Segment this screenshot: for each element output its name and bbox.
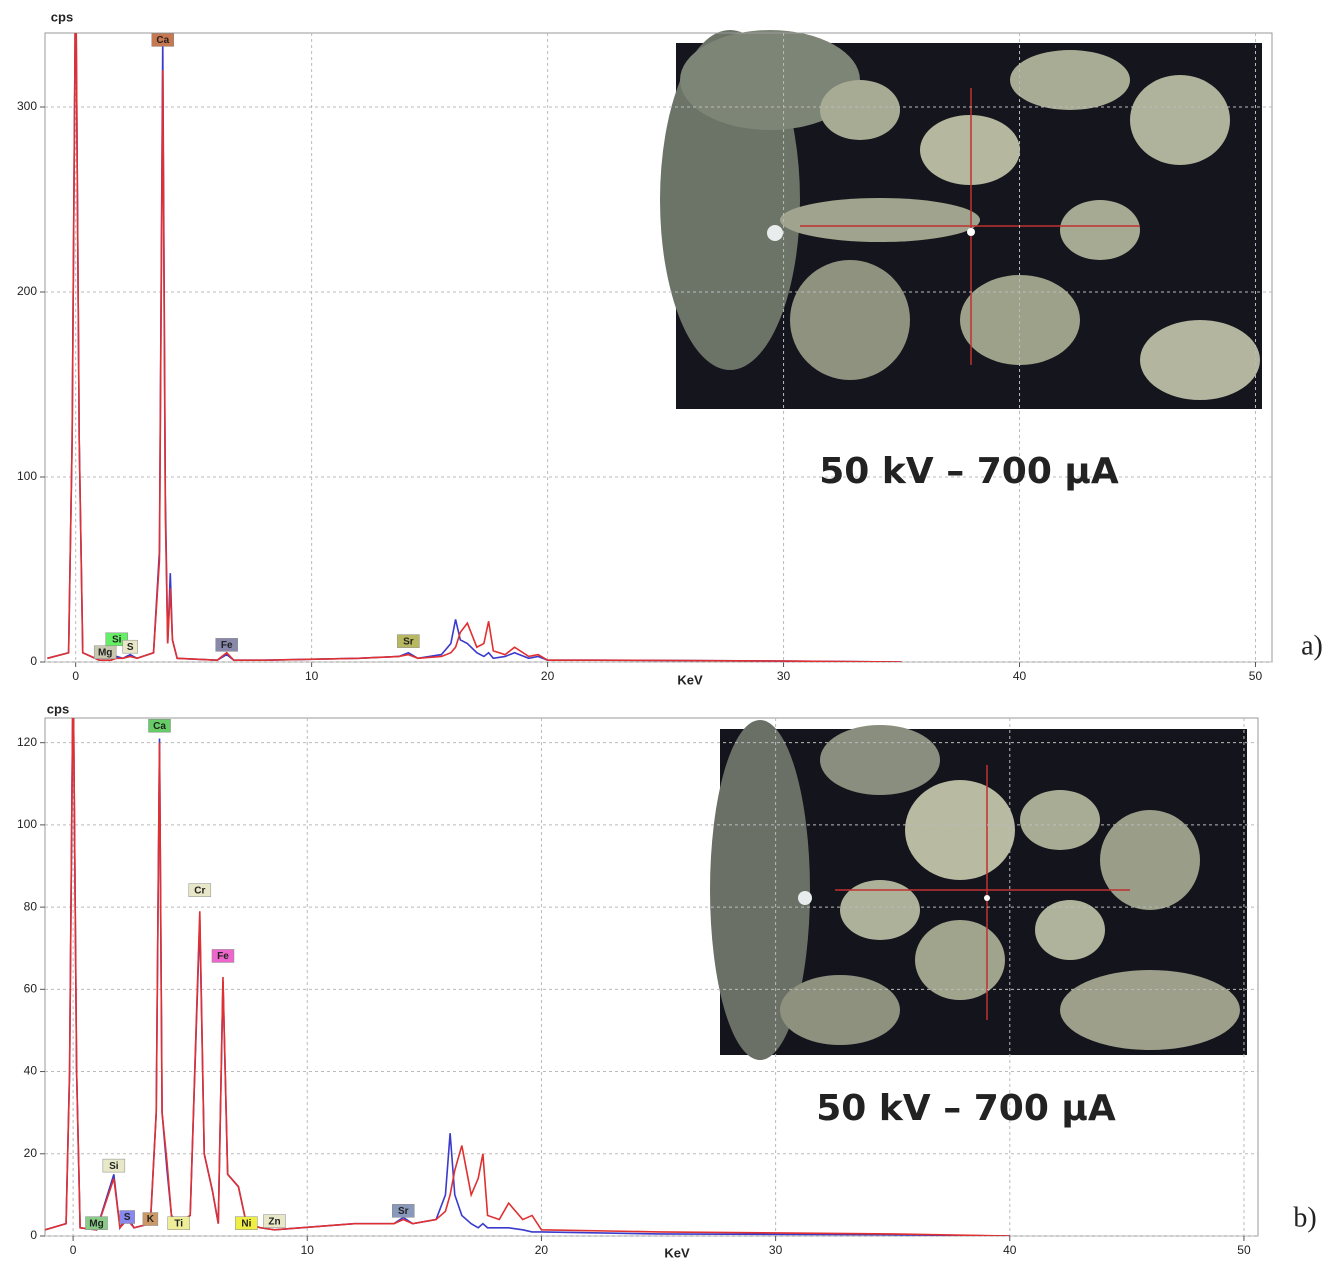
element-label: S bbox=[124, 1212, 131, 1223]
y-tick-label: 40 bbox=[24, 1064, 38, 1078]
x-tick-label: 30 bbox=[777, 669, 791, 683]
element-label: Si bbox=[109, 1161, 119, 1172]
x-tick-label: 30 bbox=[769, 1243, 783, 1257]
x-axis-label: KeV bbox=[677, 672, 703, 687]
element-label: Mg bbox=[89, 1218, 103, 1229]
y-tick-label: 300 bbox=[17, 99, 37, 113]
photo bbox=[660, 30, 1262, 409]
y-tick-label: 80 bbox=[24, 899, 38, 913]
x-tick-label: 50 bbox=[1237, 1243, 1251, 1257]
y-tick-label: 200 bbox=[17, 284, 37, 298]
caption: 50 kV – 700 µA bbox=[819, 451, 1119, 492]
panel-label: b) bbox=[1293, 1202, 1316, 1233]
x-axis-label: KeV bbox=[664, 1245, 690, 1260]
x-tick-label: 20 bbox=[535, 1243, 549, 1257]
x-tick-label: 0 bbox=[72, 669, 79, 683]
element-label: Sr bbox=[403, 636, 414, 647]
element-label: Ca bbox=[153, 721, 166, 732]
x-tick-label: 20 bbox=[541, 669, 555, 683]
element-label: Cr bbox=[194, 885, 205, 896]
x-tick-label: 40 bbox=[1013, 669, 1027, 683]
y-tick-label: 0 bbox=[30, 654, 37, 668]
y-tick-label: 60 bbox=[24, 982, 38, 996]
x-tick-label: 40 bbox=[1003, 1243, 1017, 1257]
y-axis-label: cps bbox=[51, 9, 73, 24]
y-axis-label: cps bbox=[47, 701, 69, 716]
element-label: K bbox=[147, 1214, 155, 1225]
element-label: Zn bbox=[268, 1216, 280, 1227]
element-label: Sr bbox=[398, 1206, 409, 1217]
x-tick-label: 0 bbox=[70, 1243, 77, 1257]
x-tick-label: 50 bbox=[1249, 669, 1263, 683]
caption: 50 kV – 700 µA bbox=[816, 1088, 1116, 1129]
element-label: S bbox=[127, 642, 134, 653]
element-label: Ca bbox=[156, 35, 169, 46]
element-label: Ni bbox=[241, 1218, 251, 1229]
photo bbox=[710, 720, 1247, 1060]
x-tick-label: 10 bbox=[301, 1243, 315, 1257]
x-tick-label: 10 bbox=[305, 669, 319, 683]
panel-label: a) bbox=[1301, 630, 1323, 661]
element-label: Si bbox=[112, 634, 122, 645]
y-tick-label: 20 bbox=[24, 1146, 38, 1160]
element-label: Mg bbox=[98, 647, 112, 658]
element-label: Fe bbox=[217, 951, 229, 962]
y-tick-label: 100 bbox=[17, 469, 37, 483]
y-tick-label: 120 bbox=[17, 735, 37, 749]
element-label: Ti bbox=[174, 1218, 183, 1229]
figure: 010203040500100200300cpsKeVa)50 kV – 700… bbox=[0, 0, 1327, 1261]
y-tick-label: 100 bbox=[17, 817, 37, 831]
element-label: Fe bbox=[221, 640, 233, 651]
y-tick-label: 0 bbox=[30, 1228, 37, 1242]
